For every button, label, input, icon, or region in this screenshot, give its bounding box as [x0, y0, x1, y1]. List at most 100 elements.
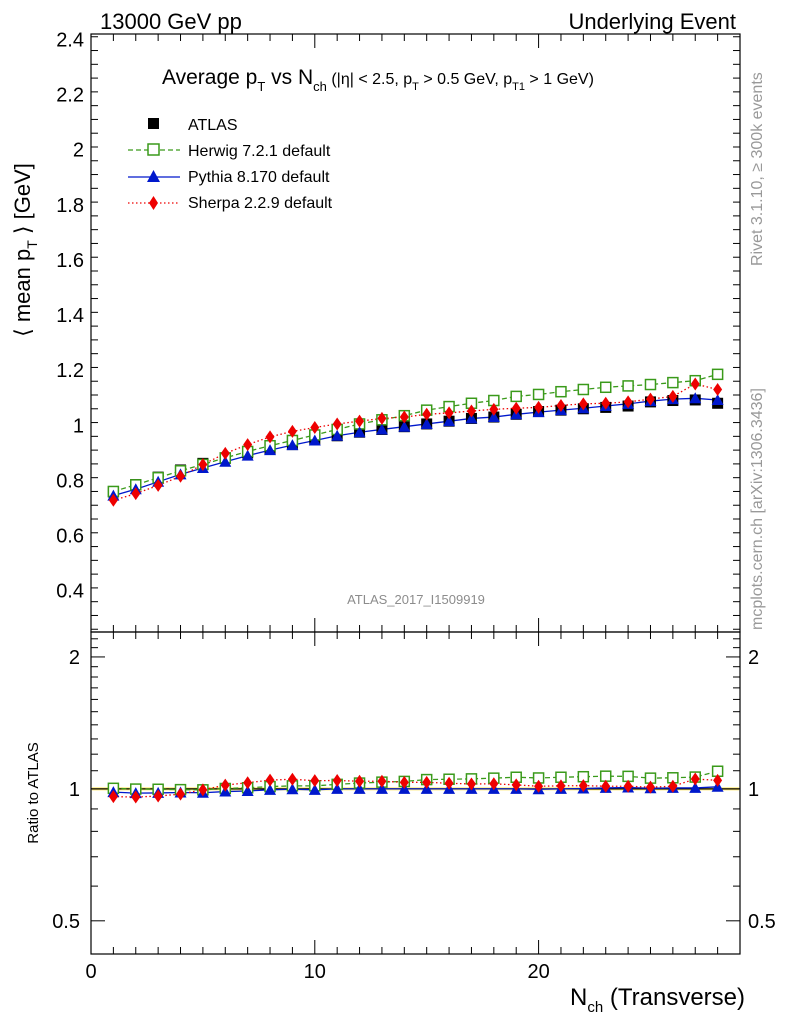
ratio-sherpa-point — [198, 783, 208, 797]
pythia-point — [264, 444, 277, 456]
ratio-sherpa-point — [176, 787, 186, 801]
ratio-sherpa-point — [668, 779, 678, 793]
sherpa-line — [113, 383, 718, 501]
sherpa-point — [131, 487, 141, 501]
sherpa-point — [601, 396, 611, 410]
x-axis-label: Nch (Transverse) — [570, 984, 745, 1016]
sherpa-point — [466, 404, 476, 418]
legend-marker-pythia — [147, 170, 160, 182]
y-tick-label: 0.8 — [56, 470, 84, 492]
header-left: 13000 GeV pp — [100, 9, 242, 34]
y-tick-label: 1.8 — [56, 195, 84, 217]
ratio-sherpa-point — [578, 779, 588, 793]
sherpa-point — [108, 493, 118, 507]
ratio-pythia-point — [308, 783, 321, 795]
ratio-sherpa-point — [422, 775, 432, 789]
sherpa-point — [668, 389, 678, 403]
ratio-pythia-point — [353, 782, 366, 794]
ratio-sherpa-point — [108, 790, 118, 804]
pythia-point — [308, 434, 321, 446]
x-tick-label: 0 — [85, 961, 96, 983]
y-tick-label: 2.4 — [56, 30, 84, 52]
ratio-pythia-point — [241, 784, 254, 796]
legend-marker-herwig — [147, 143, 160, 156]
ratio-y-tick-label: 1 — [69, 779, 80, 801]
ratio-sherpa-point — [265, 773, 275, 787]
y-tick-label: 1.2 — [56, 360, 84, 382]
y-tick-label: 0.4 — [56, 581, 84, 603]
sherpa-point — [153, 478, 163, 492]
legend-label-pythia: Pythia 8.170 default — [188, 169, 330, 186]
sherpa-point — [690, 377, 700, 391]
herwig-line — [113, 373, 718, 493]
ratio-pythia-point — [375, 782, 388, 794]
ratio-y-tick-label-right: 0.5 — [748, 911, 776, 933]
data-marks — [91, 368, 740, 804]
mcplots-label: mcplots.cern.ch [arXiv:1306.3436] — [749, 388, 766, 630]
y-tick-label: 2.2 — [56, 85, 84, 107]
pythia-point — [443, 415, 456, 427]
sherpa-point — [399, 410, 409, 424]
ratio-sherpa-point — [377, 774, 387, 788]
y-tick-label: 0.6 — [56, 526, 84, 548]
ratio-pythia-point — [264, 783, 277, 795]
pythia-point — [465, 412, 478, 424]
ratio-pythia-line — [113, 786, 718, 794]
sherpa-point — [310, 421, 320, 435]
sherpa-point — [534, 400, 544, 414]
ratio-sherpa-line — [113, 778, 718, 798]
pythia-point — [375, 423, 388, 435]
ratio-sherpa-point — [220, 778, 230, 792]
ratio-sherpa-point — [601, 779, 611, 793]
legend-label-sherpa: Sherpa 2.2.9 default — [188, 195, 333, 212]
pythia-point — [286, 439, 299, 451]
sherpa-point — [332, 417, 342, 431]
herwig-point — [599, 381, 612, 394]
sherpa-point — [645, 392, 655, 406]
ratio-sherpa-point — [153, 789, 163, 803]
ratio-sherpa-point — [690, 772, 700, 786]
ratio-y-tick-label: 0.5 — [52, 911, 80, 933]
ratio-y-tick-label-right: 2 — [748, 647, 759, 669]
ratio-pythia-point — [689, 781, 702, 793]
ratio-pythia-point — [331, 782, 344, 794]
pythia-point — [711, 393, 724, 405]
ratio-sherpa-point — [713, 773, 723, 787]
ratio-y-tick-label: 2 — [69, 647, 80, 669]
analysis-watermark: ATLAS_2017_I1509919 — [347, 592, 485, 607]
legend-entry-pythia: Pythia 8.170 default — [128, 169, 330, 186]
x-tick-label: 20 — [527, 961, 549, 983]
herwig-point — [622, 380, 634, 392]
sherpa-point — [623, 395, 633, 409]
herwig-point — [644, 378, 657, 391]
herwig-point — [532, 388, 545, 401]
pythia-point — [420, 417, 433, 429]
legend: ATLAS Herwig 7.2.1 default Pythia 8.170 … — [128, 117, 333, 212]
ratio-sherpa-point — [556, 779, 566, 793]
pythia-line — [113, 397, 718, 497]
sherpa-point — [377, 411, 387, 425]
sherpa-point — [713, 382, 723, 396]
ratio-sherpa-point — [489, 777, 499, 791]
axis-ticks: 0 10 20 0.4 0.6 0.8 1 1.2 1.4 1.6 1.8 2 2.2 2.4 0.5 0.5… — [52, 30, 776, 983]
legend-entry-sherpa: Sherpa 2.2.9 default — [128, 195, 333, 212]
legend-entry-herwig: Herwig 7.2.1 default — [128, 143, 331, 160]
legend-marker-sherpa — [149, 196, 158, 210]
sherpa-point — [422, 407, 432, 421]
legend-entry-atlas: ATLAS — [148, 117, 238, 134]
rivet-label: Rivet 3.1.10, ≥ 300k events — [749, 72, 766, 266]
sherpa-point — [198, 457, 208, 471]
sherpa-point — [489, 402, 499, 416]
ratio-sherpa-point — [645, 780, 655, 794]
sherpa-point — [287, 424, 297, 438]
sherpa-point — [556, 398, 566, 412]
pythia-point — [331, 429, 344, 441]
legend-label-herwig: Herwig 7.2.1 default — [188, 143, 331, 160]
pythia-point — [353, 426, 366, 438]
ratio-y-tick-label-right: 1 — [748, 779, 759, 801]
ratio-sherpa-point — [355, 774, 365, 788]
ratio-sherpa-point — [534, 779, 544, 793]
ratio-sherpa-point — [444, 776, 454, 790]
sherpa-point — [511, 401, 521, 415]
